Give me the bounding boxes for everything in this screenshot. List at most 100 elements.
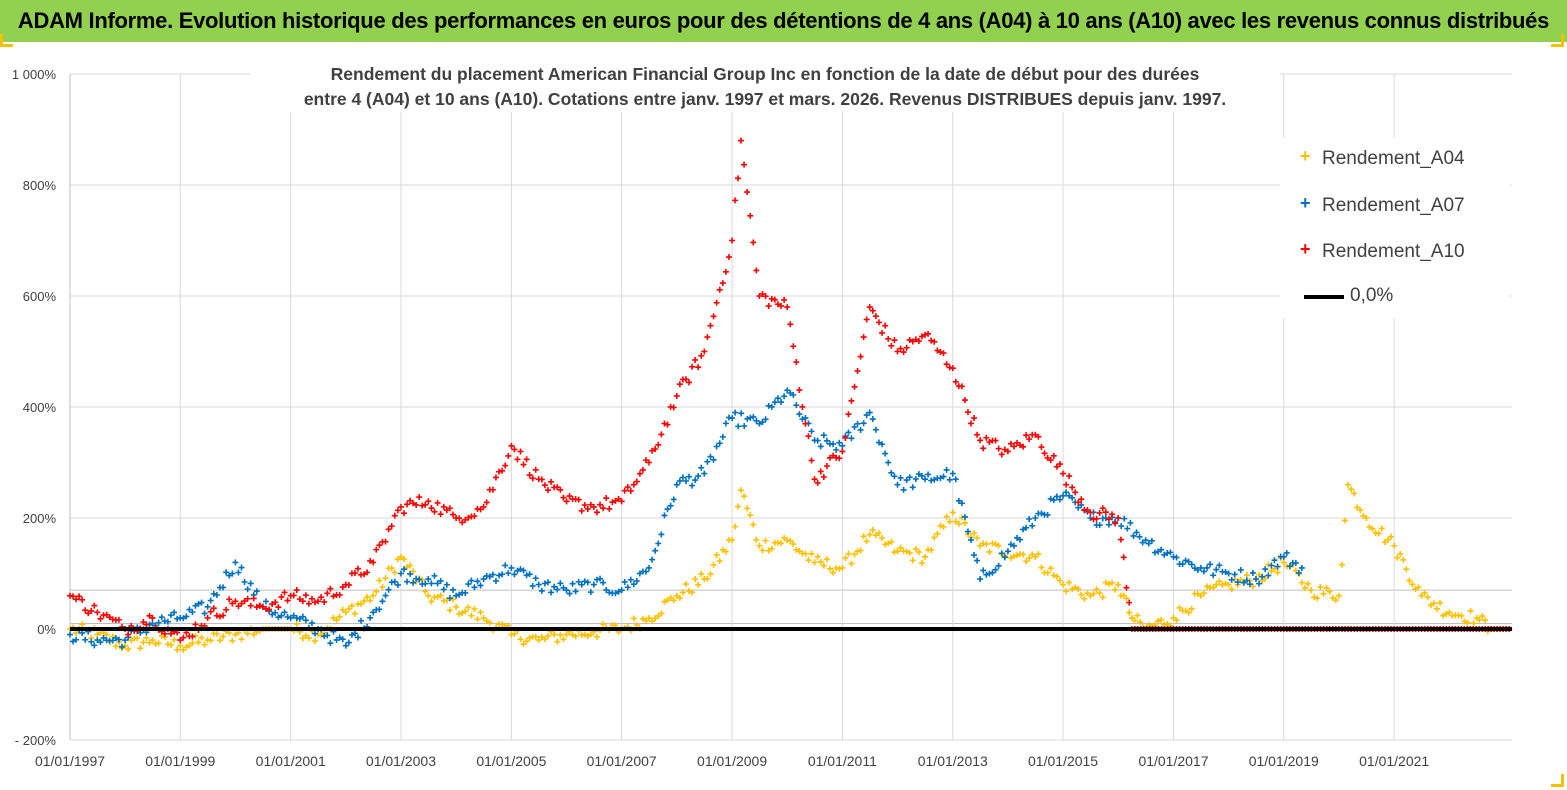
data-point bbox=[909, 338, 916, 345]
data-point bbox=[462, 516, 469, 523]
data-point bbox=[974, 557, 981, 564]
data-point bbox=[538, 587, 545, 594]
data-point bbox=[872, 426, 879, 433]
data-point bbox=[502, 462, 509, 469]
data-point bbox=[1078, 591, 1085, 598]
data-point bbox=[241, 578, 248, 585]
data-point bbox=[903, 477, 910, 484]
data-point bbox=[1292, 559, 1299, 566]
data-point bbox=[284, 597, 291, 604]
y-axis-labels: - 200% 0% 200% 400% 600% 800% 1 000% bbox=[12, 67, 57, 748]
data-point bbox=[673, 481, 680, 488]
data-point bbox=[921, 331, 928, 338]
data-point bbox=[946, 518, 953, 525]
data-point bbox=[912, 475, 919, 482]
data-point bbox=[1213, 581, 1220, 588]
data-point bbox=[1216, 562, 1223, 569]
data-point bbox=[1126, 609, 1133, 616]
data-point bbox=[517, 448, 524, 455]
data-point bbox=[1204, 564, 1210, 571]
data-point bbox=[1081, 595, 1088, 602]
data-point bbox=[1207, 561, 1214, 568]
data-point bbox=[1090, 590, 1097, 597]
data-point bbox=[548, 478, 555, 485]
data-point bbox=[1298, 579, 1305, 586]
data-point bbox=[719, 433, 726, 440]
data-point bbox=[275, 614, 282, 621]
data-point bbox=[1063, 588, 1070, 595]
data-point bbox=[305, 600, 312, 607]
data-point bbox=[541, 482, 548, 489]
data-point bbox=[1050, 572, 1057, 579]
data-point bbox=[1123, 595, 1130, 602]
data-point bbox=[915, 549, 922, 556]
data-point bbox=[1084, 506, 1091, 513]
data-point bbox=[1344, 481, 1351, 488]
data-point bbox=[1191, 565, 1198, 572]
data-point bbox=[875, 439, 882, 446]
data-point bbox=[768, 545, 775, 552]
data-point bbox=[612, 497, 619, 504]
data-point bbox=[496, 468, 503, 475]
data-point bbox=[391, 569, 398, 576]
data-point bbox=[370, 559, 377, 566]
data-point bbox=[502, 562, 509, 569]
data-point bbox=[1050, 452, 1057, 459]
data-point bbox=[404, 578, 411, 585]
data-point bbox=[1216, 578, 1223, 585]
data-point bbox=[1060, 470, 1067, 477]
data-point bbox=[431, 508, 438, 515]
data-point bbox=[250, 595, 257, 602]
data-point bbox=[1179, 561, 1186, 568]
data-point bbox=[1225, 570, 1232, 577]
data-point bbox=[854, 420, 861, 427]
data-point bbox=[112, 634, 119, 641]
data-point bbox=[805, 557, 812, 564]
data-point bbox=[584, 505, 591, 512]
data-point bbox=[1197, 564, 1204, 571]
data-point bbox=[1378, 525, 1385, 532]
data-point bbox=[161, 630, 168, 637]
data-point bbox=[508, 442, 515, 449]
data-point bbox=[1295, 569, 1302, 576]
data-point bbox=[437, 511, 444, 518]
data-point bbox=[747, 414, 754, 421]
data-point bbox=[1403, 566, 1410, 573]
data-point bbox=[1087, 515, 1094, 521]
data-point bbox=[1007, 541, 1014, 548]
data-point bbox=[1320, 590, 1327, 597]
data-point bbox=[759, 290, 766, 297]
data-point bbox=[189, 640, 196, 647]
data-point bbox=[253, 588, 260, 595]
data-point bbox=[373, 588, 380, 595]
data-point bbox=[499, 621, 506, 628]
data-point bbox=[636, 570, 643, 577]
data-point bbox=[137, 645, 144, 652]
data-point bbox=[492, 577, 499, 584]
data-point bbox=[419, 502, 426, 509]
data-point bbox=[1038, 564, 1045, 571]
data-point bbox=[351, 570, 358, 577]
data-point bbox=[1035, 551, 1042, 558]
data-point bbox=[1056, 496, 1063, 503]
data-point bbox=[511, 446, 518, 453]
data-point bbox=[839, 442, 846, 449]
data-point bbox=[689, 589, 696, 596]
data-point bbox=[379, 584, 386, 591]
data-point bbox=[483, 499, 490, 506]
data-point bbox=[774, 301, 781, 308]
data-point bbox=[1158, 616, 1165, 623]
data-point bbox=[854, 367, 861, 374]
data-point bbox=[1237, 566, 1244, 573]
data-point bbox=[336, 613, 343, 620]
x-tick-label: 01/01/2011 bbox=[808, 753, 877, 769]
data-point bbox=[1056, 577, 1063, 584]
data-point bbox=[1274, 569, 1281, 576]
data-point bbox=[351, 630, 358, 637]
x-axis-labels: 01/01/1997 01/01/1999 01/01/2001 01/01/2003… bbox=[35, 753, 1429, 769]
data-point bbox=[729, 415, 736, 422]
data-point bbox=[639, 466, 646, 473]
data-point bbox=[262, 598, 269, 605]
data-point bbox=[1011, 443, 1017, 450]
data-point bbox=[1213, 566, 1220, 573]
